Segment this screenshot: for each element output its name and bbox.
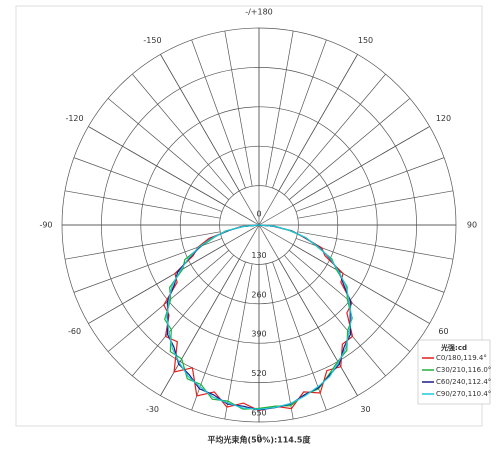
theta-grid [258,54,358,226]
theta-tick-label: 90 [467,221,477,230]
theta-tick-label: -90 [39,221,52,230]
theta-grid [258,126,430,226]
theta-grid [88,224,260,324]
theta-grid [160,224,260,396]
theta-grid [88,126,260,226]
theta-tick-label: 0 [256,434,261,443]
legend-label: C90/270,110.4° [436,390,491,398]
legend-label: C30/210,116.0° [436,366,491,374]
theta-tick-label: -150 [143,36,161,45]
theta-grid [258,224,430,324]
theta-grid [160,54,260,226]
series-line [166,224,353,410]
legend-title: 光强:cd [440,343,467,352]
footer: 平均光束角(50%):114.5度 [208,435,312,445]
theta-tick-label: 150 [358,36,373,45]
theta-tick-label: -120 [65,114,83,123]
theta-tick-label: -/+180 [245,8,273,17]
theta-tick-label: 60 [438,327,448,336]
legend-label: C60/240,112.4° [436,378,491,386]
frame [15,5,483,427]
theta-tick-label: -60 [68,327,81,336]
theta-tick-label: 120 [436,114,451,123]
legend-label: C0/180,119.4° [436,354,487,362]
series-line [164,224,353,410]
theta-tick-label: 30 [360,405,370,414]
theta-tick-label: -30 [146,405,159,414]
